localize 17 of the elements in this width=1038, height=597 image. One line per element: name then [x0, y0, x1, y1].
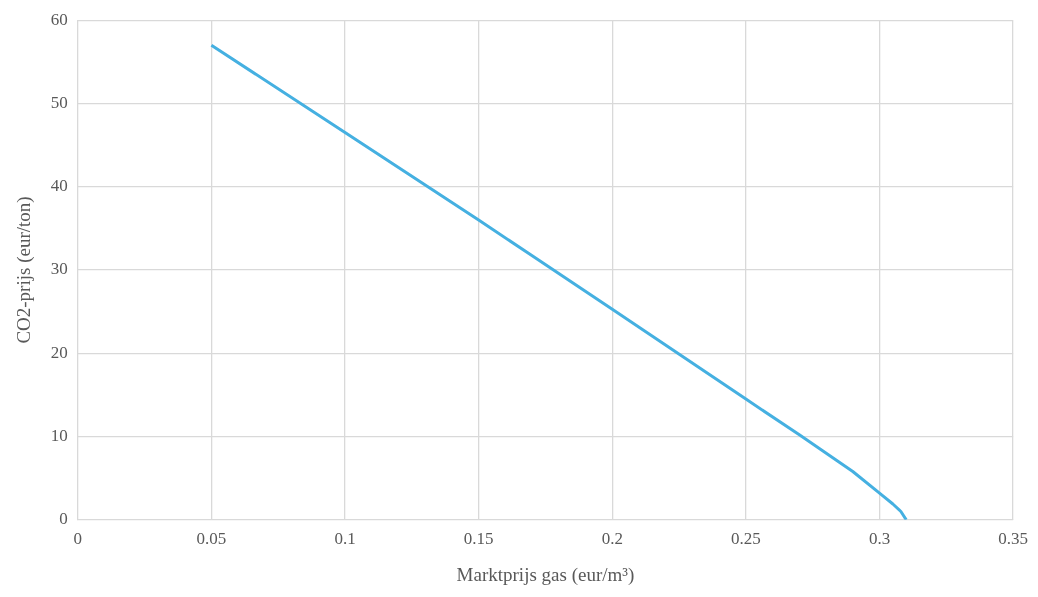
y-tick-label: 50	[50, 92, 68, 112]
y-axis-title: CO2-prijs (eur/ton)	[13, 196, 36, 344]
x-tick-label: 0.05	[196, 529, 227, 549]
x-tick-label: 0.3	[868, 529, 891, 549]
x-tick-label: 0.15	[463, 529, 494, 549]
x-tick-label: 0	[73, 529, 83, 549]
y-tick-label: 60	[50, 9, 68, 29]
y-tick-label: 10	[50, 426, 68, 445]
x-tick-label: 0.2	[601, 529, 623, 549]
y-tick-label: 0	[59, 509, 68, 529]
x-tick-label: 0.25	[731, 529, 761, 549]
y-tick-label: 30	[50, 259, 68, 279]
y-tick-label: 20	[50, 342, 68, 362]
y-tick-label: 40	[50, 176, 68, 196]
x-tick-label: 0.1	[334, 529, 356, 549]
x-axis-title: Marktprijs gas (eur/m³)	[456, 563, 635, 586]
x-tick-label: 0.35	[998, 529, 1028, 549]
